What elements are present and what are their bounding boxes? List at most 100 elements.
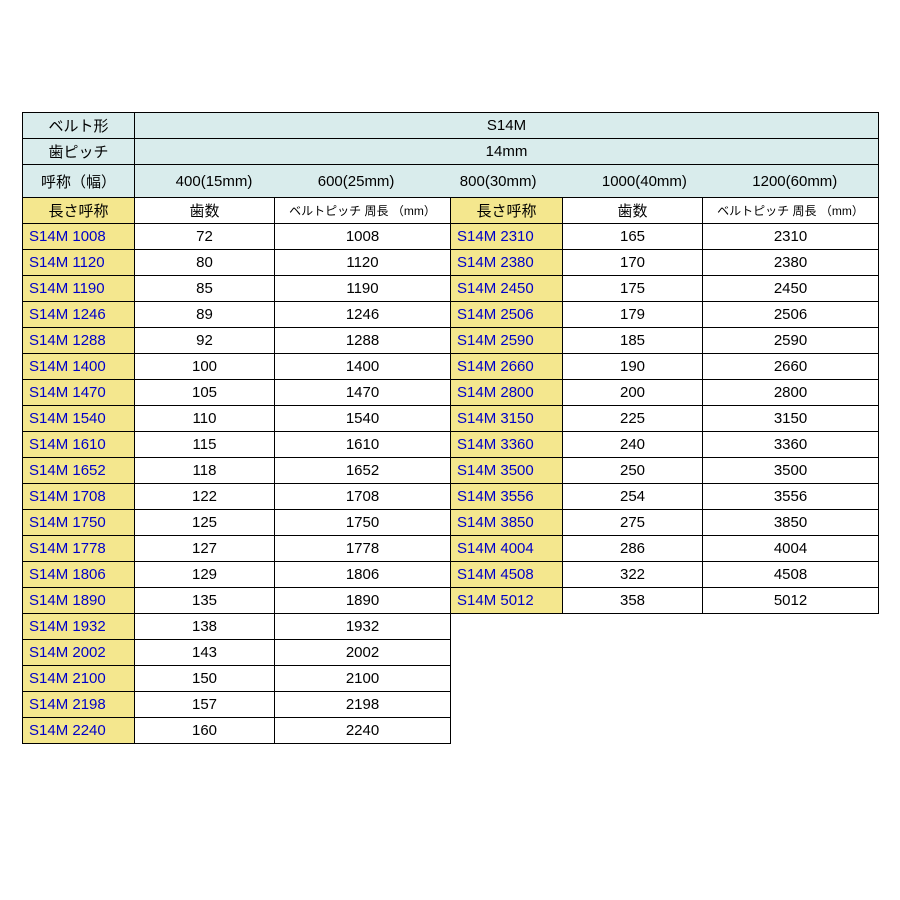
value-widths: 400(15mm) 600(25mm) 800(30mm) 1000(40mm)… <box>135 165 879 198</box>
cell-length-name: S14M 1190 <box>23 276 135 302</box>
width-opt: 800(30mm) <box>460 173 537 190</box>
cell-teeth: 100 <box>135 354 275 380</box>
table-row: S14M 17501251750S14M 38502753850 <box>23 510 879 536</box>
empty-cell <box>703 640 879 666</box>
cell-length-name: S14M 1120 <box>23 250 135 276</box>
cell-teeth: 358 <box>563 588 703 614</box>
cell-pitch-length: 2310 <box>703 224 879 250</box>
empty-cell <box>451 614 563 640</box>
table-row: S14M 14701051470S14M 28002002800 <box>23 380 879 406</box>
cell-pitch-length: 2800 <box>703 380 879 406</box>
cell-pitch-length: 1120 <box>275 250 451 276</box>
table-row: S14M 1246891246S14M 25061792506 <box>23 302 879 328</box>
cell-teeth: 322 <box>563 562 703 588</box>
table-row: S14M 18901351890S14M 50123585012 <box>23 588 879 614</box>
table-row: S14M 1120801120S14M 23801702380 <box>23 250 879 276</box>
hdr-pitchlen-left: ベルトピッチ 周長 （mm） <box>275 198 451 224</box>
cell-teeth: 135 <box>135 588 275 614</box>
hdr-teeth-left: 歯数 <box>135 198 275 224</box>
cell-teeth: 115 <box>135 432 275 458</box>
cell-length-name: S14M 2310 <box>451 224 563 250</box>
empty-cell <box>563 614 703 640</box>
cell-teeth: 125 <box>135 510 275 536</box>
cell-pitch-length: 4508 <box>703 562 879 588</box>
cell-pitch-length: 2100 <box>275 666 451 692</box>
empty-cell <box>703 692 879 718</box>
cell-length-name: S14M 2380 <box>451 250 563 276</box>
table-row: S14M 17781271778S14M 40042864004 <box>23 536 879 562</box>
empty-cell <box>703 718 879 744</box>
cell-pitch-length: 2380 <box>703 250 879 276</box>
cell-pitch-length: 1708 <box>275 484 451 510</box>
cell-pitch-length: 1652 <box>275 458 451 484</box>
cell-teeth: 160 <box>135 718 275 744</box>
cell-length-name: S14M 4004 <box>451 536 563 562</box>
empty-cell <box>451 666 563 692</box>
cell-length-name: S14M 1008 <box>23 224 135 250</box>
cell-length-name: S14M 2100 <box>23 666 135 692</box>
value-pitch: 14mm <box>135 139 879 165</box>
cell-length-name: S14M 2506 <box>451 302 563 328</box>
cell-length-name: S14M 1750 <box>23 510 135 536</box>
cell-teeth: 129 <box>135 562 275 588</box>
cell-length-name: S14M 1610 <box>23 432 135 458</box>
table-row: S14M 1008721008S14M 23101652310 <box>23 224 879 250</box>
cell-length-name: S14M 2450 <box>451 276 563 302</box>
cell-teeth: 165 <box>563 224 703 250</box>
cell-pitch-length: 2506 <box>703 302 879 328</box>
cell-length-name: S14M 1470 <box>23 380 135 406</box>
cell-length-name: S14M 1246 <box>23 302 135 328</box>
cell-teeth: 250 <box>563 458 703 484</box>
cell-teeth: 200 <box>563 380 703 406</box>
cell-length-name: S14M 1890 <box>23 588 135 614</box>
width-opt: 1000(40mm) <box>602 173 687 190</box>
table-row: S14M 19321381932 <box>23 614 879 640</box>
cell-teeth: 143 <box>135 640 275 666</box>
empty-cell <box>563 640 703 666</box>
cell-length-name: S14M 1708 <box>23 484 135 510</box>
cell-length-name: S14M 2590 <box>451 328 563 354</box>
width-opt: 400(15mm) <box>176 173 253 190</box>
cell-pitch-length: 1610 <box>275 432 451 458</box>
cell-pitch-length: 1806 <box>275 562 451 588</box>
table-row: S14M 16521181652S14M 35002503500 <box>23 458 879 484</box>
cell-pitch-length: 3850 <box>703 510 879 536</box>
empty-cell <box>451 640 563 666</box>
row-widths: 呼称（幅） 400(15mm) 600(25mm) 800(30mm) 1000… <box>23 165 879 198</box>
cell-teeth: 157 <box>135 692 275 718</box>
cell-pitch-length: 4004 <box>703 536 879 562</box>
cell-teeth: 110 <box>135 406 275 432</box>
hdr-teeth-right: 歯数 <box>563 198 703 224</box>
cell-pitch-length: 2198 <box>275 692 451 718</box>
cell-length-name: S14M 5012 <box>451 588 563 614</box>
cell-pitch-length: 1008 <box>275 224 451 250</box>
width-opt: 1200(60mm) <box>752 173 837 190</box>
cell-length-name: S14M 2660 <box>451 354 563 380</box>
cell-teeth: 254 <box>563 484 703 510</box>
empty-cell <box>563 692 703 718</box>
width-opt: 600(25mm) <box>318 173 395 190</box>
empty-cell <box>451 718 563 744</box>
cell-pitch-length: 2660 <box>703 354 879 380</box>
label-pitch: 歯ピッチ <box>23 139 135 165</box>
cell-teeth: 122 <box>135 484 275 510</box>
cell-pitch-length: 3556 <box>703 484 879 510</box>
cell-teeth: 185 <box>563 328 703 354</box>
cell-teeth: 225 <box>563 406 703 432</box>
cell-pitch-length: 1778 <box>275 536 451 562</box>
cell-teeth: 89 <box>135 302 275 328</box>
cell-teeth: 175 <box>563 276 703 302</box>
cell-length-name: S14M 3150 <box>451 406 563 432</box>
cell-length-name: S14M 2002 <box>23 640 135 666</box>
table-row: S14M 14001001400S14M 26601902660 <box>23 354 879 380</box>
cell-pitch-length: 1932 <box>275 614 451 640</box>
cell-teeth: 85 <box>135 276 275 302</box>
cell-length-name: S14M 2198 <box>23 692 135 718</box>
cell-length-name: S14M 3556 <box>451 484 563 510</box>
empty-cell <box>563 666 703 692</box>
cell-teeth: 80 <box>135 250 275 276</box>
cell-teeth: 179 <box>563 302 703 328</box>
cell-length-name: S14M 1540 <box>23 406 135 432</box>
cell-pitch-length: 5012 <box>703 588 879 614</box>
cell-pitch-length: 1400 <box>275 354 451 380</box>
